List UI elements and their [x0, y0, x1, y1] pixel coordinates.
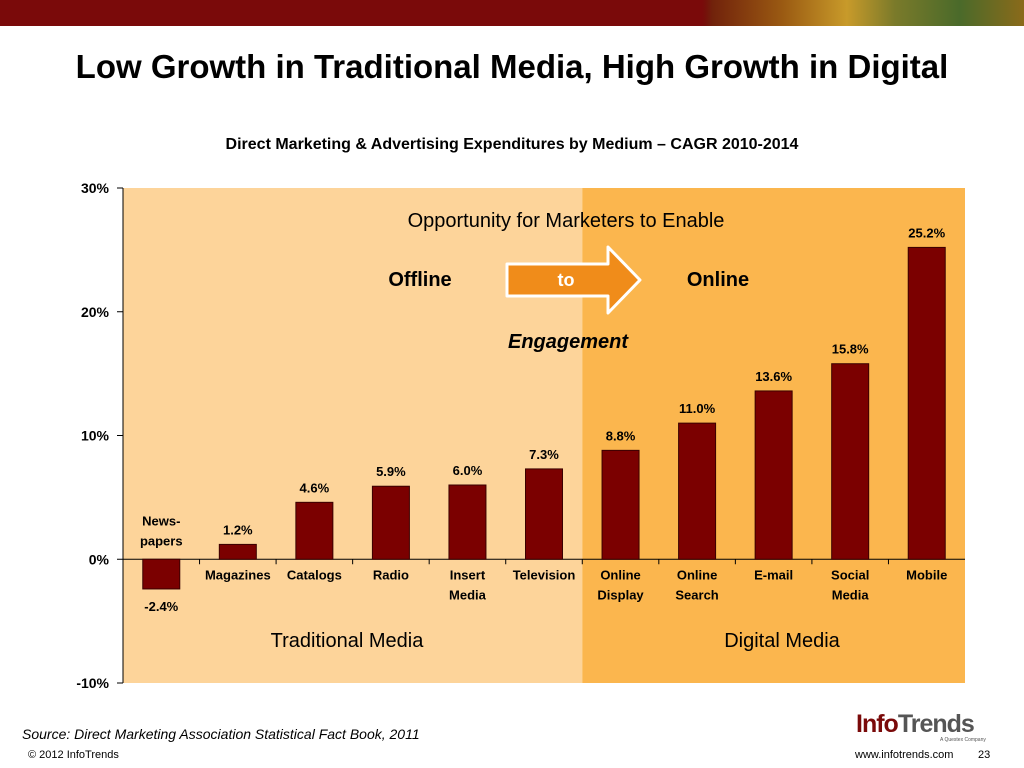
- y-tick-label: 20%: [81, 304, 110, 320]
- traditional-media-region: [123, 188, 583, 683]
- y-tick-label: 0%: [89, 551, 110, 567]
- opportunity-annotation: Opportunity for Marketers to Enable: [408, 210, 725, 232]
- bar: [754, 390, 793, 560]
- cagr-bar-chart: 30% 20% 10% 0% -10% -2.4% 1.2% 4.6% 5.9% 6.0% 7.3…: [76, 180, 965, 691]
- world-map-image: [702, 0, 1024, 26]
- bar: [448, 484, 487, 560]
- page-number: 23: [978, 749, 991, 761]
- bar: [218, 543, 257, 560]
- slide-title: Low Growth in Traditional Media, High Gr…: [75, 48, 949, 85]
- bar: [295, 501, 334, 560]
- website-link[interactable]: www.infotrends.com: [855, 749, 954, 761]
- digital-media-label: Digital Media: [724, 630, 840, 652]
- arrow-icon: [505, 245, 642, 315]
- value-label: 5.9%: [376, 464, 406, 479]
- infotrends-logo: InfoTrends A Questex Company: [856, 710, 986, 743]
- category-label: Online: [677, 567, 717, 582]
- bar: [831, 363, 870, 560]
- bar: [678, 422, 717, 560]
- arrow-label: to: [558, 270, 575, 290]
- logo-tagline: A Questex Company: [940, 737, 986, 743]
- data-labels: -2.4% 1.2% 4.6% 5.9% 6.0% 7.3% 8.8% 11.0% 13.6% 1…: [144, 225, 945, 614]
- value-label: 15.8%: [832, 342, 869, 357]
- value-label: 13.6%: [755, 369, 792, 384]
- source-note: Source: Direct Marketing Association Sta…: [22, 726, 420, 742]
- bar-series: [142, 246, 946, 590]
- category-label: E-mail: [754, 567, 793, 582]
- value-label: 8.8%: [606, 428, 636, 443]
- engagement-label: Engagement: [508, 331, 629, 353]
- category-label: Media: [449, 587, 487, 602]
- category-label: Display: [597, 587, 644, 602]
- online-label: Online: [687, 269, 749, 291]
- category-label: News-: [142, 513, 180, 528]
- bar: [601, 449, 640, 560]
- category-label: Online: [600, 567, 640, 582]
- top-banner: [0, 0, 1024, 26]
- value-label: 11.0%: [679, 401, 716, 416]
- category-label: Television: [513, 567, 576, 582]
- category-label: papers: [140, 533, 183, 548]
- category-label: Radio: [373, 567, 409, 582]
- bar: [371, 485, 410, 560]
- logo-text-info: Info: [856, 710, 899, 738]
- chart-title: Direct Marketing & Advertising Expenditu…: [225, 136, 799, 153]
- value-label: -2.4%: [144, 599, 178, 614]
- y-tick-label: -10%: [76, 675, 109, 691]
- logo-text-trends: Trends: [897, 710, 975, 738]
- offline-label: Offline: [388, 269, 451, 291]
- category-labels: News-papers Magazines Catalogs Radio Insert M…: [140, 513, 947, 602]
- category-label: Social: [831, 567, 869, 582]
- bar: [525, 468, 563, 560]
- category-label: Insert: [450, 567, 486, 582]
- bar: [142, 558, 181, 590]
- bar: [907, 246, 946, 560]
- value-label: 6.0%: [453, 463, 483, 478]
- y-tick-label: 30%: [81, 180, 110, 196]
- traditional-media-label: Traditional Media: [271, 630, 425, 652]
- value-label: 1.2%: [223, 522, 253, 537]
- value-label: 25.2%: [908, 225, 945, 240]
- value-label: 4.6%: [300, 480, 330, 495]
- category-label: Media: [832, 587, 870, 602]
- category-label: Magazines: [205, 567, 271, 582]
- value-label: 7.3%: [529, 447, 559, 462]
- y-tick-label: 10%: [81, 428, 110, 444]
- category-label: Search: [675, 587, 718, 602]
- category-label: Mobile: [906, 567, 947, 582]
- category-label: Catalogs: [287, 567, 342, 582]
- copyright-text: © 2012 InfoTrends: [28, 749, 119, 761]
